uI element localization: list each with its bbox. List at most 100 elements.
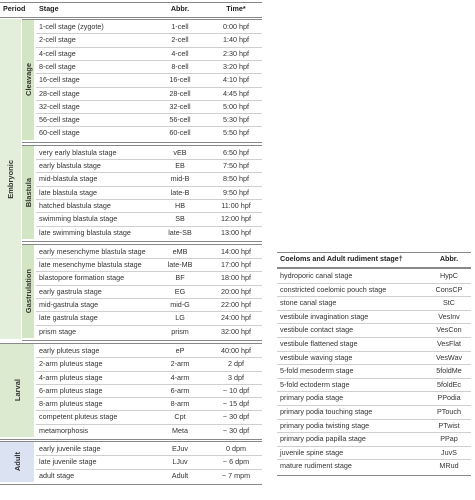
row-rule	[277, 445, 471, 447]
row-rule	[36, 225, 262, 227]
period-label-text: Embryonic	[6, 159, 15, 199]
time-cell: 40:00 hpf	[221, 345, 251, 355]
group-box	[0, 342, 262, 440]
time-cell: 13:00 hpf	[221, 227, 251, 237]
abbr-cell: 2-arm	[170, 359, 190, 369]
stage-cell: metamorphosis	[39, 425, 89, 435]
abbr-cell: mid-G	[170, 300, 190, 309]
row-rule	[36, 126, 262, 128]
row-rule	[277, 377, 471, 379]
time-cell: 8:50 hpf	[223, 174, 249, 184]
abbr-cell: mid-B	[170, 174, 190, 184]
abbr-cell: 8-cell	[171, 61, 189, 71]
time-cell: ~ 10 dpf	[222, 385, 250, 395]
abbr-cell: PTouch	[437, 407, 461, 416]
row-rule	[277, 432, 471, 434]
row-rule	[36, 212, 262, 214]
abbr-cell: Cpt	[174, 412, 186, 422]
row-rule	[36, 423, 262, 425]
time-cell: 2 dpf	[228, 359, 244, 369]
abbr-cell: vEB	[173, 147, 187, 157]
abbr-cell: 16-cell	[169, 75, 191, 85]
stage-cell: 5-fold mesoderm stage	[280, 366, 354, 376]
period-label-text: Adult	[12, 452, 22, 472]
time-cell: 0:00 hpf	[223, 22, 249, 31]
time-cell: 5:30 hpf	[223, 115, 249, 125]
row-rule	[277, 296, 471, 298]
stage-cell: hatched blastula stage	[39, 200, 111, 210]
row-rule	[36, 258, 262, 260]
stage-cell: blastopore formation stage	[39, 273, 125, 283]
stage-cell: 32-cell stage	[39, 101, 80, 111]
stage-cell: early mesenchyme blastula stage	[39, 246, 146, 256]
row-rule	[277, 391, 471, 393]
time-cell: 12:00 hpf	[221, 214, 251, 224]
stage-cell: late juvenile stage	[39, 457, 97, 467]
group-box	[22, 144, 262, 242]
abbr-cell: HypC	[440, 271, 458, 280]
stage-cell: 1-cell stage (zygote)	[39, 22, 104, 31]
header-cell: Time*	[226, 4, 246, 13]
abbr-cell: 2-cell	[171, 35, 189, 45]
time-cell: 5:50 hpf	[223, 128, 249, 138]
abbr-cell: 8-arm	[170, 399, 190, 409]
time-cell: 3:20 hpf	[223, 61, 249, 71]
row-rule	[36, 99, 262, 101]
row-rule	[36, 59, 262, 61]
stage-cell: primary podia stage	[280, 393, 344, 403]
abbr-cell: VesCon	[436, 325, 462, 335]
stage-cell: 60-cell stage	[39, 128, 80, 138]
row-rule	[36, 284, 262, 286]
stage-cell: late gastrula stage	[39, 313, 98, 323]
stage-cell: mature rudiment stage	[280, 461, 352, 471]
stage-cell: late mesenchyme blastula stage	[39, 260, 142, 270]
abbr-cell: MRud	[439, 461, 459, 471]
row-rule	[277, 350, 471, 352]
time-cell: 20:00 hpf	[221, 286, 251, 296]
time-cell: ~ 7 mpm	[221, 470, 251, 480]
stage-cell: adult stage	[39, 470, 75, 480]
stage-cell: early blastula stage	[39, 161, 101, 170]
stage-cell: early juvenile stage	[39, 444, 101, 453]
row-rule	[36, 370, 262, 372]
stage-cell: 6-arm pluteus stage	[39, 385, 103, 395]
stage-cell: vestibule waving stage	[280, 352, 353, 362]
abbr-cell: VesInv	[438, 311, 460, 321]
abbr-cell: StC	[443, 298, 455, 308]
abbr-cell: 32-cell	[169, 101, 191, 111]
abbr-cell: JuvS	[441, 447, 457, 457]
time-cell: 17:00 hpf	[221, 260, 251, 270]
stage-cell: 8-cell stage	[39, 61, 76, 71]
period-label: Adult	[0, 442, 34, 482]
row-rule	[277, 418, 471, 420]
abbr-cell: 4-cell	[171, 48, 189, 58]
header-cell: Abbr.	[439, 254, 459, 263]
group-box	[277, 268, 471, 476]
group-box	[22, 19, 262, 143]
stage-cell: 2-arm pluteus stage	[39, 359, 103, 369]
time-cell: 4:45 hpf	[223, 88, 249, 98]
subperiod-label-text: Blastula	[23, 177, 33, 207]
header-rule	[277, 252, 471, 268]
stage-cell: 5-fold ectoderm stage	[280, 379, 350, 389]
header-cell: Stage	[39, 4, 59, 13]
abbr-cell: 28-cell	[169, 88, 191, 98]
stage-cell: swimming blastula stage	[39, 214, 118, 224]
abbr-cell: LJuv	[172, 457, 188, 467]
row-rule	[36, 113, 262, 115]
abbr-cell: PPap	[440, 434, 458, 444]
subperiod-label-text: Gastrulation	[23, 269, 33, 314]
stage-cell: 2-cell stage	[39, 35, 76, 45]
row-rule	[36, 159, 262, 160]
time-cell: 18:00 hpf	[221, 273, 251, 283]
stage-cell: late blastula stage	[39, 187, 97, 197]
stage-cell: late swimming blastula stage	[39, 227, 131, 237]
stage-cell: early pluteus stage	[39, 345, 100, 355]
stage-cell: very early blastula stage	[39, 147, 117, 157]
time-cell: 6:50 hpf	[223, 147, 249, 157]
stage-cell: 4-arm pluteus stage	[39, 372, 103, 382]
time-cell: 4:10 hpf	[223, 75, 249, 85]
row-rule	[36, 271, 262, 273]
stage-cell: early gastrula stage	[39, 286, 102, 296]
